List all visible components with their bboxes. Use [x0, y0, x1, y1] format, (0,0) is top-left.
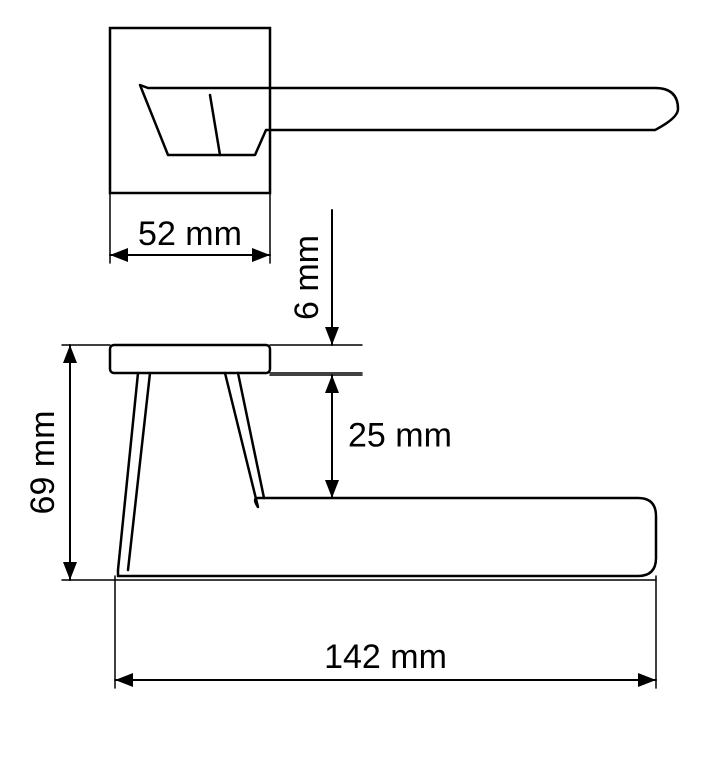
dimension-label: 25 mm [348, 417, 452, 455]
dimension-label: 142 mm [324, 638, 447, 676]
technical-drawing: 52 mm 6 mm 25 mm 69 mm 142 mm [0, 0, 722, 784]
dimension-label: 6 mm [288, 235, 326, 320]
dimension-label: 52 mm [138, 215, 242, 253]
dimension-label: 69 mm [24, 411, 62, 515]
